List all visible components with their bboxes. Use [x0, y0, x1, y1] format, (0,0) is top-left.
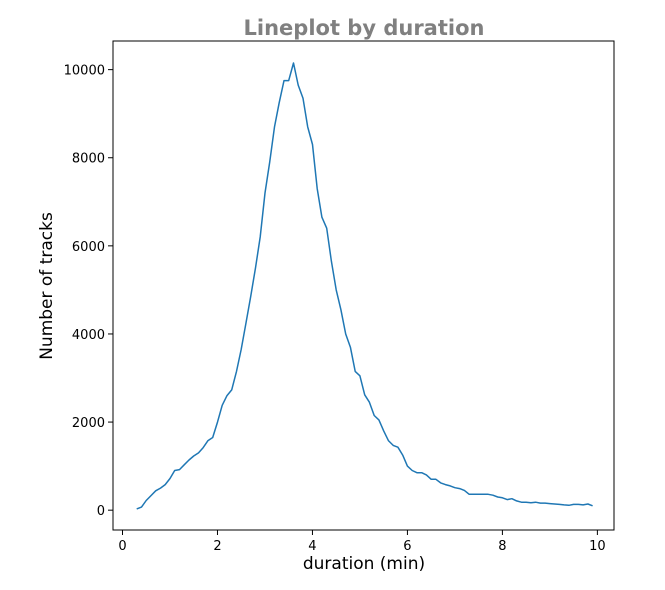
x-tick-label: 0: [118, 539, 126, 554]
y-tick-label: 10000: [64, 64, 105, 79]
y-axis-label: Number of tracks: [37, 212, 57, 360]
y-tick-label: 2000: [72, 416, 105, 431]
plot-frame: [112, 40, 615, 531]
y-tick-label: 6000: [72, 240, 105, 255]
x-tick-label: 6: [403, 539, 411, 554]
x-axis: 0 2 4 6 8 10: [118, 530, 606, 554]
x-tick-label: 4: [308, 539, 316, 554]
x-tick-label: 8: [498, 539, 506, 554]
y-tick-label: 0: [97, 504, 105, 519]
series-line: [136, 62, 593, 510]
x-tick-label: 10: [589, 539, 606, 554]
y-tick-label: 8000: [72, 152, 105, 167]
x-axis-label: duration (min): [303, 554, 425, 574]
y-tick-label: 4000: [72, 328, 105, 343]
y-axis: 0 2000 4000 6000 8000 10000: [64, 64, 113, 519]
x-tick-label: 2: [213, 539, 221, 554]
chart-title: Lineplot by duration: [244, 16, 485, 40]
